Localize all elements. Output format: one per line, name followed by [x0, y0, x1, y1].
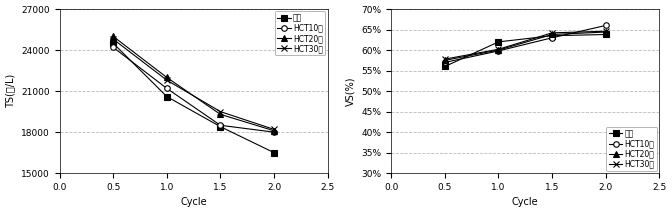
원수	[163, 95, 171, 98]
HCT10회	[441, 61, 449, 64]
HCT20회	[109, 35, 117, 38]
Legend: 원수, HCT10회, HCT20회, HCT30회: 원수, HCT10회, HCT20회, HCT30회	[275, 11, 325, 55]
Line: HCT30회: HCT30회	[110, 36, 277, 132]
원수	[109, 42, 117, 45]
Line: 원수: 원수	[110, 40, 277, 155]
X-axis label: Cycle: Cycle	[512, 197, 538, 207]
Line: HCT30회: HCT30회	[442, 28, 608, 62]
HCT30회	[109, 38, 117, 40]
Line: HCT10회: HCT10회	[442, 23, 608, 65]
HCT30회	[601, 30, 610, 33]
HCT20회	[441, 59, 449, 62]
원수	[441, 65, 449, 68]
Y-axis label: TS(㎎/L): TS(㎎/L)	[5, 74, 15, 108]
HCT10회	[495, 50, 503, 52]
HCT30회	[270, 128, 278, 131]
HCT20회	[548, 33, 556, 36]
원수	[601, 33, 610, 36]
Line: HCT10회: HCT10회	[110, 45, 277, 135]
Line: HCT20회: HCT20회	[110, 34, 277, 134]
Legend: 원수, HCT10회, HCT20회, HCT30회: 원수, HCT10회, HCT20회, HCT30회	[606, 127, 657, 171]
Y-axis label: VS(%): VS(%)	[346, 76, 356, 106]
HCT10회	[163, 87, 171, 90]
HCT20회	[216, 113, 224, 116]
HCT30회	[163, 79, 171, 81]
HCT10회	[109, 46, 117, 49]
HCT20회	[163, 76, 171, 79]
HCT10회	[270, 131, 278, 133]
HCT10회	[216, 124, 224, 127]
HCT30회	[548, 32, 556, 34]
HCT30회	[495, 48, 503, 50]
HCT30회	[441, 58, 449, 60]
원수	[495, 41, 503, 43]
X-axis label: Cycle: Cycle	[180, 197, 207, 207]
HCT20회	[270, 130, 278, 132]
HCT20회	[601, 31, 610, 33]
원수	[270, 151, 278, 154]
원수	[216, 125, 224, 128]
HCT10회	[548, 36, 556, 39]
HCT20회	[495, 49, 503, 51]
원수	[548, 35, 556, 37]
Line: 원수: 원수	[442, 32, 608, 69]
HCT30회	[216, 110, 224, 113]
HCT10회	[601, 24, 610, 27]
Line: HCT20회: HCT20회	[442, 29, 608, 63]
